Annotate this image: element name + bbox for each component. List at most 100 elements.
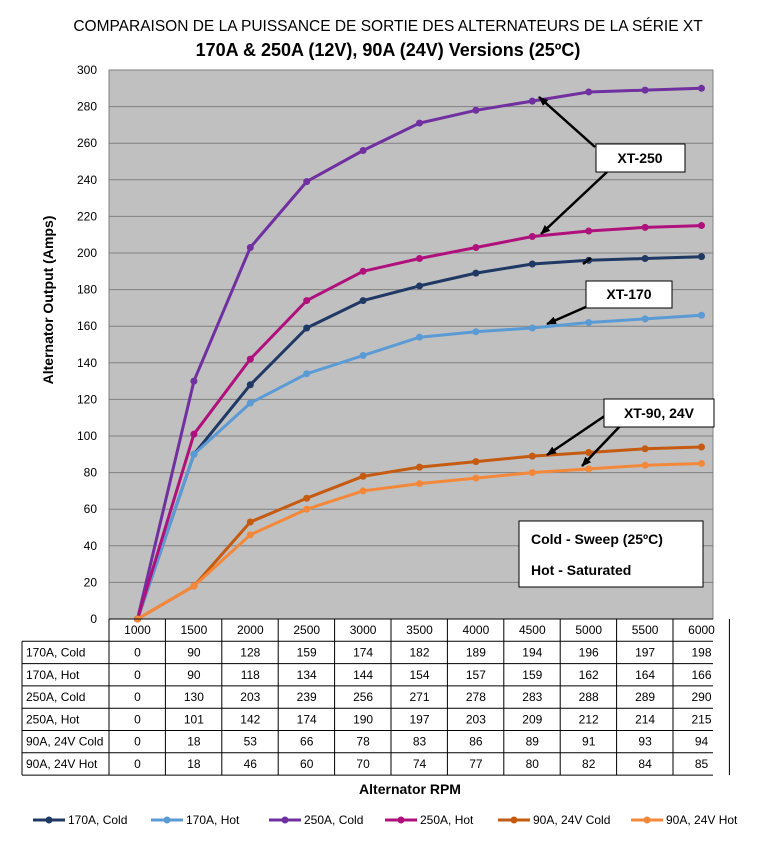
legend-entry-2: 250A, Cold: [304, 813, 363, 827]
point-3-5: [416, 254, 423, 262]
y-tick-180: 180: [77, 283, 97, 297]
point-2-6: [472, 106, 480, 114]
table-cell-2-2: 203: [240, 690, 260, 704]
xt170-arrow-2: [546, 304, 589, 326]
table-cell-5-9: 84: [638, 757, 652, 771]
table-cell-1-2: 118: [241, 668, 260, 682]
table-cell-1-5: 154: [409, 668, 429, 682]
table-cell-1-7: 159: [522, 668, 542, 682]
point-2-10: [698, 84, 705, 92]
point-4-3: [303, 494, 311, 502]
xt90-arrow-2: [581, 423, 623, 467]
y-tick-120: 120: [77, 392, 97, 406]
table-cell-0-8: 196: [579, 645, 599, 659]
y-tick-300: 300: [77, 63, 97, 77]
point-3-8: [585, 227, 593, 235]
legend-entry-1: 170A, Hot: [186, 813, 240, 827]
data-table: 1000 1500 2000 2500 3000 3500 4000 4500 5000 5500…: [21, 618, 730, 776]
table-row-label-1: 170A, Hot: [26, 668, 80, 682]
table-cell-2-3: 239: [297, 690, 317, 704]
table-cell-1-6: 157: [466, 668, 486, 682]
table-cell-4-7: 89: [526, 735, 540, 749]
table-cell-5-4: 70: [356, 757, 370, 771]
x-tick-2000: 2000: [237, 623, 264, 637]
y-tick-160: 160: [77, 319, 97, 333]
legend-entry-3: 250A, Hot: [420, 813, 474, 827]
table-cell-1-10: 166: [691, 668, 711, 682]
point-5-7: [528, 469, 536, 477]
point-3-4: [359, 267, 367, 275]
table-row-label-3: 250A, Hot: [26, 712, 80, 726]
xt170-callout: XT-170: [606, 286, 651, 302]
table-cell-3-5: 197: [409, 712, 429, 726]
table-cell-0-1: 90: [187, 645, 201, 659]
table-cell-5-5: 74: [413, 757, 427, 771]
table-cell-5-7: 80: [526, 757, 540, 771]
table-cell-0-5: 182: [409, 645, 429, 659]
table-cell-3-2: 142: [240, 712, 260, 726]
table-cell-2-10: 290: [691, 690, 711, 704]
table-cell-0-3: 159: [297, 645, 317, 659]
x-axis-label: Alternator RPM: [359, 781, 461, 797]
annotations: XT-250 XT-170 XT-90, 24V Cold - Sweep (2…: [518, 96, 715, 588]
legend-marker-1: [163, 816, 171, 824]
x-tick-2500: 2500: [293, 623, 320, 637]
point-2-3: [303, 178, 311, 186]
point-0-10: [698, 253, 705, 261]
table-row-label-0: 170A, Cold: [26, 645, 85, 659]
note-hot: Hot - Saturated: [531, 562, 631, 578]
xt90-callout: XT-90, 24V: [624, 405, 695, 421]
table-cell-0-4: 174: [353, 645, 373, 659]
legend: 170A, Cold 170A, Hot 250A, Cold 250A, Hot 90…: [33, 813, 738, 827]
table-cell-0-2: 128: [240, 645, 260, 659]
x-tick-4500: 4500: [519, 623, 546, 637]
point-5-5: [416, 480, 423, 488]
point-1-2: [246, 399, 254, 407]
table-cell-2-0: 0: [134, 690, 141, 704]
point-2-8: [585, 88, 593, 96]
table-cell-3-0: 0: [134, 712, 141, 726]
point-4-8: [585, 448, 593, 456]
point-3-9: [641, 223, 649, 231]
x-tick-4000: 4000: [463, 623, 490, 637]
point-4-10: [698, 443, 705, 451]
table-cell-2-7: 283: [522, 690, 542, 704]
table-row-label-2: 250A, Cold: [26, 690, 85, 704]
table-cell-2-9: 289: [635, 690, 655, 704]
table-cell-5-0: 0: [134, 757, 141, 771]
point-4-9: [641, 445, 649, 453]
point-4-6: [472, 458, 480, 466]
point-3-7: [528, 233, 536, 241]
legend-note-box: [518, 520, 704, 588]
table-cell-4-5: 83: [413, 735, 427, 749]
legend-marker-2: [281, 816, 289, 824]
chart-title: COMPARAISON DE LA PUISSANCE DE SORTIE DE…: [73, 18, 703, 35]
table-cell-2-4: 256: [353, 690, 373, 704]
table-cell-4-9: 93: [638, 735, 652, 749]
xt170-arrow-1: [582, 257, 592, 265]
table-cell-5-10: 85: [695, 757, 709, 771]
table-cell-0-10: 198: [691, 645, 711, 659]
table-cell-3-8: 212: [579, 712, 599, 726]
legend-entry-5: 90A, 24V Hot: [666, 813, 738, 827]
legend-marker-5: [643, 816, 651, 824]
table-cell-0-0: 0: [134, 645, 141, 659]
point-1-10: [698, 311, 705, 319]
table-cell-4-1: 18: [187, 735, 201, 749]
y-tick-20: 20: [84, 575, 98, 589]
table-cell-4-10: 94: [695, 735, 709, 749]
table-cell-0-7: 194: [522, 645, 542, 659]
xt250-arrow-2: [540, 171, 608, 235]
xt170-callout-box: [585, 280, 673, 309]
xt90-arrow-1: [546, 409, 613, 457]
table-cell-1-4: 144: [353, 668, 373, 682]
table-cell-1-0: 0: [134, 668, 141, 682]
table-cell-3-6: 203: [466, 712, 486, 726]
point-5-8: [585, 465, 593, 473]
table-cell-1-1: 90: [187, 668, 201, 682]
point-4-2: [246, 518, 254, 526]
chart-subtitle: 170A & 250A (12V), 90A (24V) Versions (2…: [196, 40, 581, 60]
table-cell-4-4: 78: [356, 735, 370, 749]
point-3-2: [246, 355, 254, 363]
